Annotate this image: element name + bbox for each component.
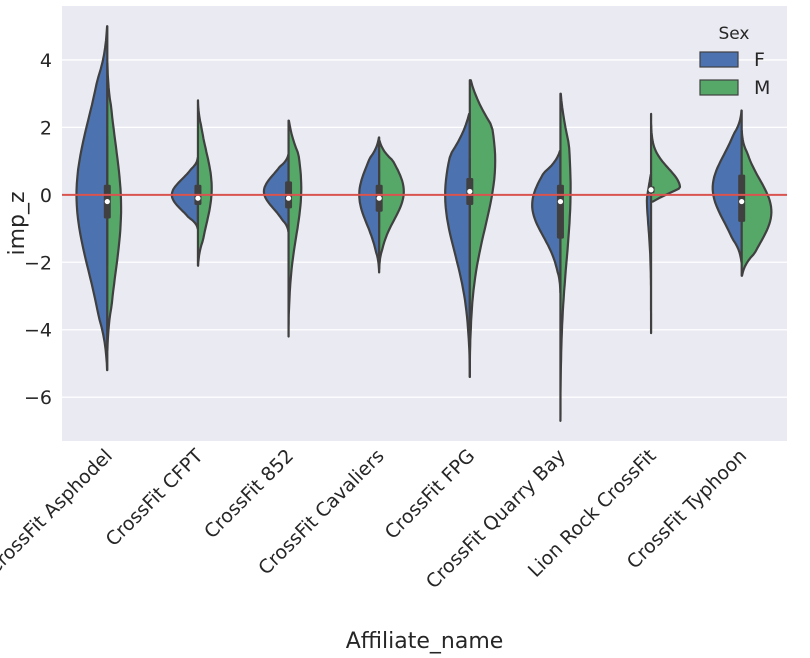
- y-axis-label: imp_z: [5, 191, 30, 255]
- y-tick-label: 4: [40, 50, 52, 72]
- x-tick-label: Reebok CrossFit Asphodel: [0, 445, 117, 633]
- plot-background: [62, 6, 787, 441]
- legend-swatch-f: [699, 51, 739, 68]
- median-dot: [376, 195, 382, 201]
- legend-title: Sex: [718, 24, 749, 44]
- x-axis-label: Affiliate_name: [346, 629, 504, 654]
- y-tick-label: −6: [24, 387, 52, 409]
- median-dot: [557, 198, 564, 205]
- y-tick-label: −2: [24, 252, 52, 274]
- violin-half-f: [645, 173, 653, 335]
- legend-label-f: F: [754, 49, 765, 71]
- iqr-box: [556, 184, 564, 239]
- violin-half-f: [358, 136, 381, 274]
- legend-swatch-m: [699, 79, 739, 96]
- legend: Sex F M: [699, 24, 770, 99]
- y-tick-label: 0: [40, 185, 52, 207]
- median-dot: [104, 198, 110, 205]
- median-dot: [648, 187, 654, 193]
- violin-half-m: [559, 92, 572, 422]
- violin-group: [75, 25, 773, 422]
- y-tick-label: −4: [24, 320, 52, 342]
- violin-half-m: [106, 62, 123, 352]
- inner-box-group: [103, 135, 746, 277]
- median-dot: [195, 195, 201, 201]
- violin-half-f: [711, 109, 743, 264]
- violin-half-m: [468, 79, 497, 379]
- x-tick-label: CrossFit FPG: [381, 445, 480, 544]
- violin-half-m: [740, 129, 773, 277]
- violin-half-m: [287, 119, 303, 338]
- y-tick-labels: 4 2 0 −2 −4 −6: [24, 50, 52, 409]
- median-dot: [467, 188, 473, 195]
- median-dot: [739, 198, 745, 205]
- median-dot: [285, 195, 292, 201]
- violin-half-f: [444, 112, 471, 379]
- violin-half-f: [262, 153, 290, 234]
- violin-half-m: [649, 112, 682, 203]
- x-tick-label: CrossFit CFPT: [102, 445, 208, 551]
- violin-half-f: [170, 156, 200, 230]
- x-tick-label: CrossFit 852: [200, 445, 298, 543]
- violin-half-m: [378, 139, 405, 271]
- y-tick-label: 2: [40, 117, 52, 139]
- violin-half-f: [531, 149, 562, 294]
- legend-label-m: M: [754, 77, 770, 99]
- iqr-box: [738, 174, 746, 222]
- violin-half-m: [196, 99, 213, 267]
